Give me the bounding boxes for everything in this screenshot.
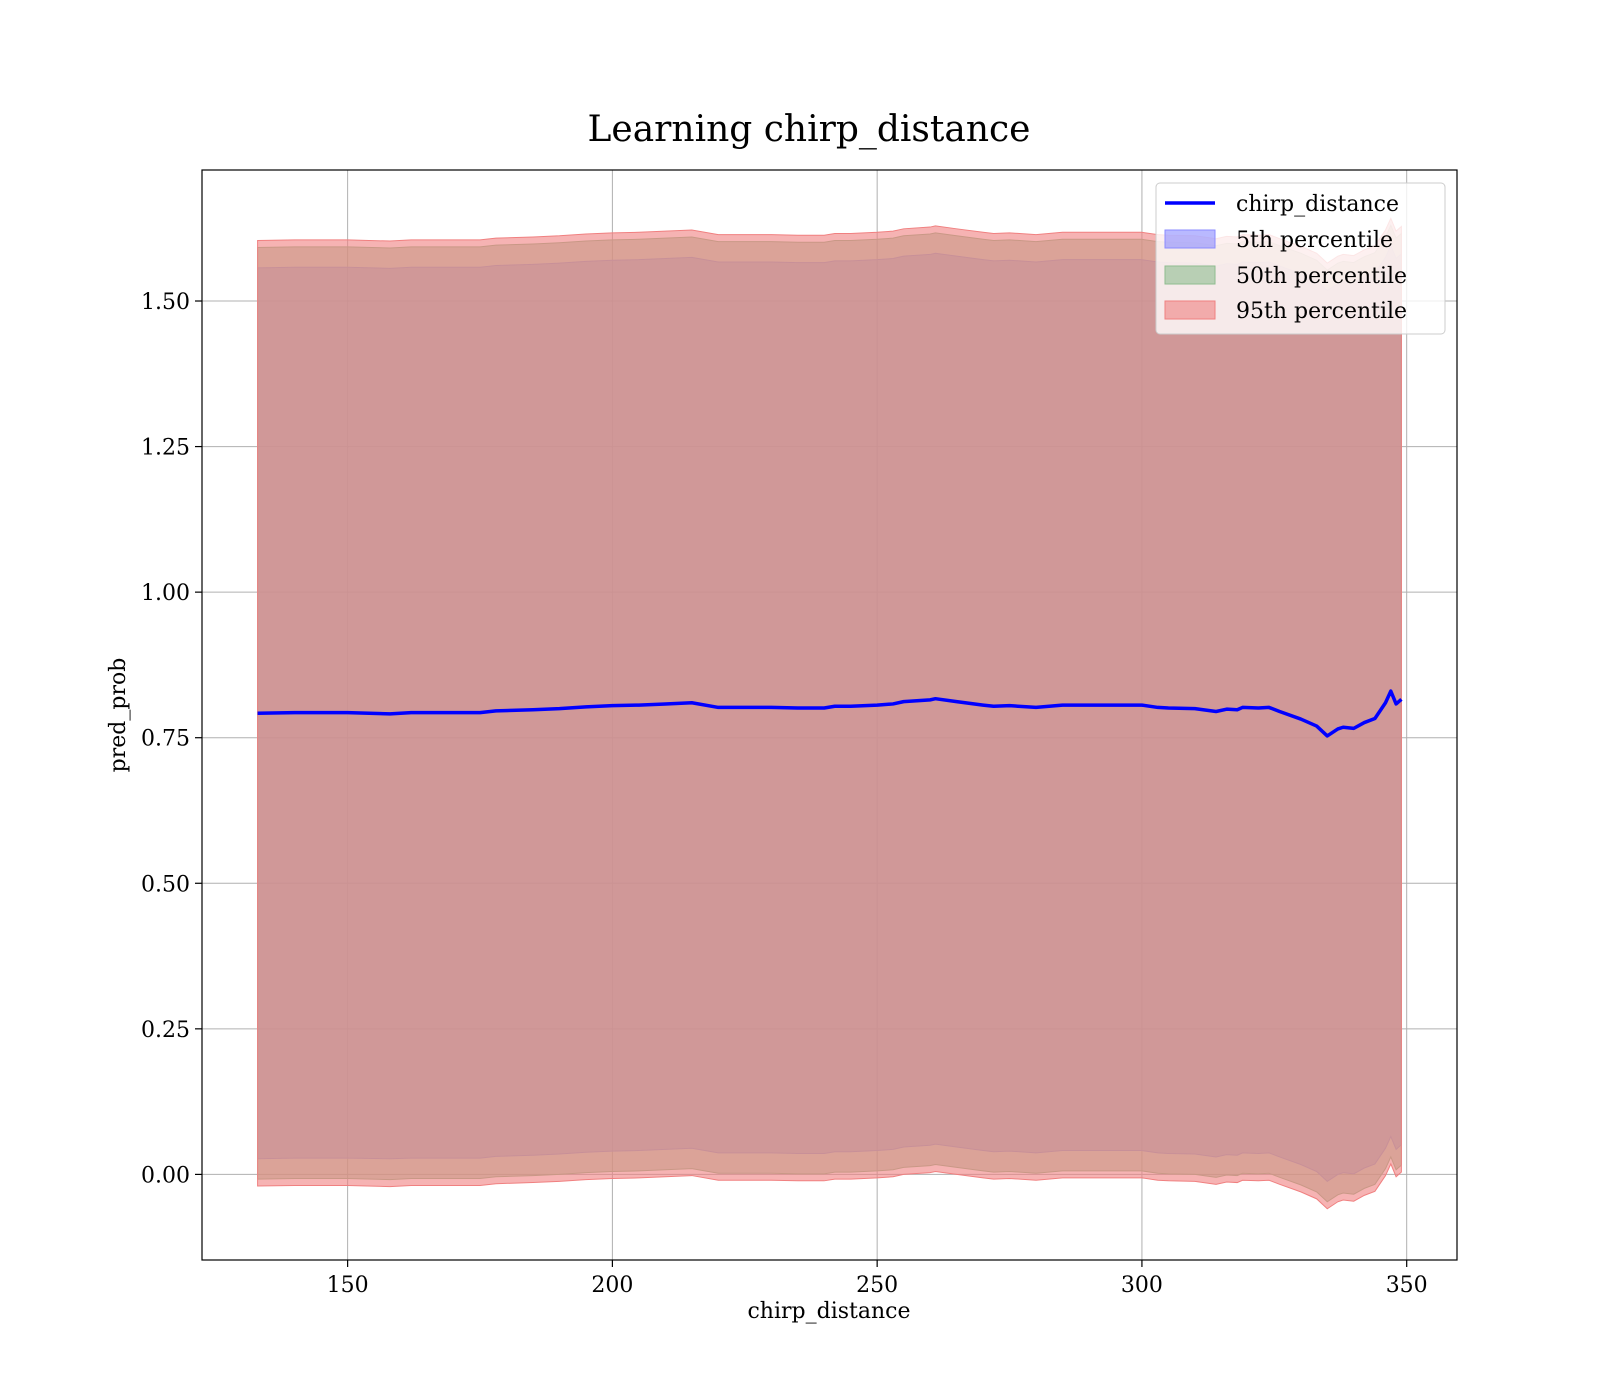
legend-label: 5th percentile bbox=[1236, 228, 1393, 253]
x-tick-label: 150 bbox=[327, 1273, 369, 1298]
y-tick-label: 1.50 bbox=[141, 290, 190, 315]
y-tick-label: 0.75 bbox=[141, 727, 190, 752]
x-tick-label: 200 bbox=[591, 1273, 633, 1298]
chirp-distance-line bbox=[257, 689, 1403, 738]
y-tick-label: 1.00 bbox=[141, 581, 190, 606]
y-tick-label: 0.50 bbox=[141, 872, 190, 897]
legend: chirp_distance 5th percentile 50th percent… bbox=[1155, 182, 1446, 335]
y-axis-label: pred_prob bbox=[106, 658, 131, 773]
legend-label: 50th percentile bbox=[1236, 264, 1407, 289]
y-tick-label: 0.00 bbox=[141, 1163, 190, 1188]
plot-frame bbox=[201, 169, 1458, 1261]
x-tick-label: 250 bbox=[856, 1273, 898, 1298]
legend-frame bbox=[1155, 182, 1446, 335]
y-tick-label: 1.25 bbox=[141, 436, 190, 461]
y-axis-ticks: 0.00 0.25 0.50 0.75 1.00 1.25 1.50 bbox=[141, 290, 202, 1188]
x-axis-label: chirp_distance bbox=[747, 1299, 910, 1324]
y-tick-label: 0.25 bbox=[141, 1018, 190, 1043]
95th-percentile-band bbox=[257, 217, 1402, 1210]
x-tick-label: 350 bbox=[1386, 1273, 1428, 1298]
x-axis-ticks: 150 200 250 300 350 bbox=[327, 1260, 1428, 1298]
percentile-bands bbox=[257, 217, 1402, 1210]
series-lines bbox=[257, 689, 1403, 738]
legend-swatch-patch bbox=[1164, 229, 1216, 249]
x-tick-label: 300 bbox=[1121, 1273, 1163, 1298]
legend-swatch-patch bbox=[1164, 265, 1216, 285]
legend-label: 95th percentile bbox=[1236, 299, 1407, 324]
legend-label: chirp_distance bbox=[1236, 192, 1399, 217]
chart-title: Learning chirp_distance bbox=[588, 109, 1031, 150]
legend-swatch-patch bbox=[1164, 300, 1216, 320]
